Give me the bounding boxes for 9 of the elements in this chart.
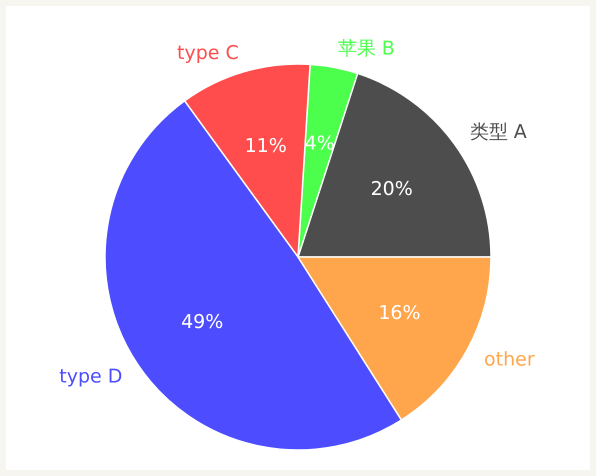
data-label: 16% [378,302,421,324]
data-label: 49% [181,311,224,334]
data-label: 20% [370,178,413,200]
slice-label: type C [177,42,239,64]
slice-label: type D [59,365,122,388]
slice-label: 苹果 B [338,37,395,60]
slice-label: 类型 A [470,121,527,144]
slice-label: other [484,348,535,370]
data-label: 11% [244,134,287,157]
